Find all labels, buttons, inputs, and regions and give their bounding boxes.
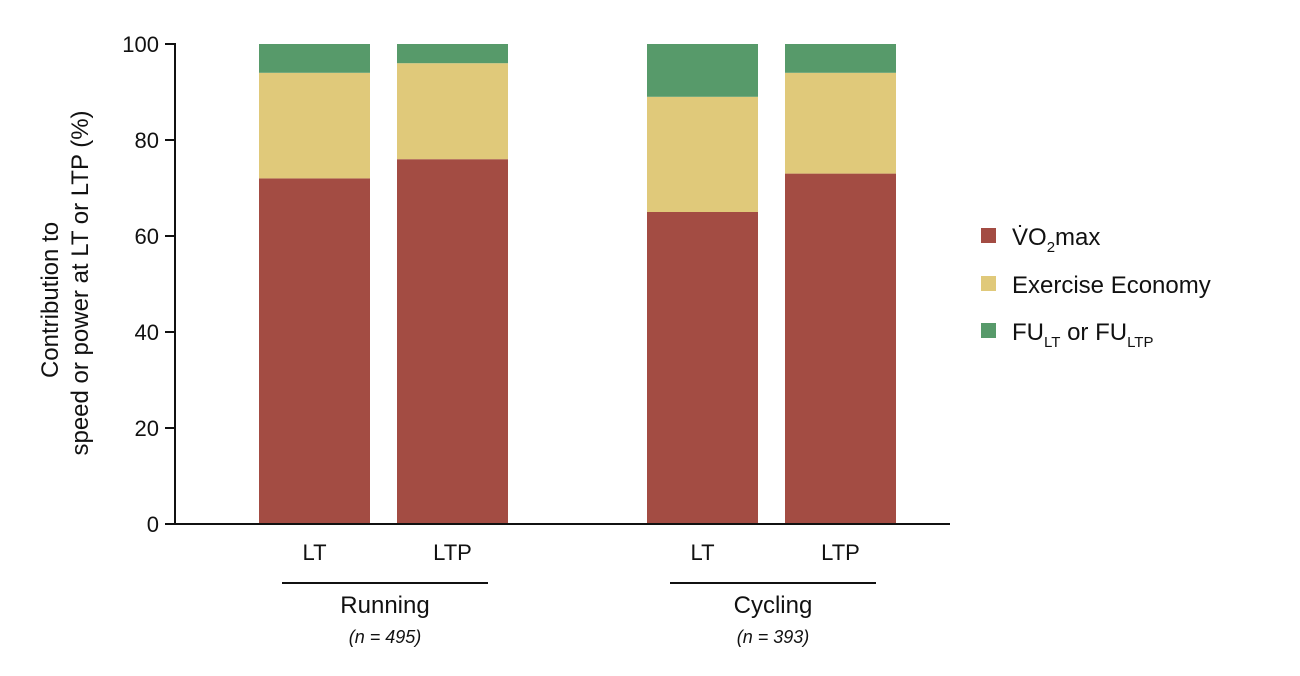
y-tick-label: 20 <box>135 416 159 441</box>
legend-label: FULT or FULTP <box>1012 319 1153 351</box>
bar-segment-2 <box>259 72 370 179</box>
y-axis-label-line-1: Contribution to <box>37 222 64 378</box>
bar-segment-1 <box>785 173 896 524</box>
bar-segment-3 <box>647 44 758 97</box>
bar-segment-3 <box>397 44 508 64</box>
y-tick-label: 40 <box>135 320 159 345</box>
legend-label: V̇O2max <box>1012 223 1100 256</box>
y-axis-label-line-2: speed or power at LT or LTP (%) <box>67 110 94 455</box>
bars <box>259 44 896 524</box>
x-category-label: LT <box>690 540 714 565</box>
bar-segment-3 <box>259 44 370 73</box>
legend-swatch <box>981 323 996 338</box>
group-label: Running <box>340 592 429 619</box>
group-sample-size: (n = 495) <box>349 627 422 647</box>
legend-swatch <box>981 228 996 243</box>
y-tick-label: 0 <box>147 512 159 537</box>
legend: V̇O2max Exercise Economy FULT or FULTP <box>981 223 1211 351</box>
legend-label: Exercise Economy <box>1012 272 1211 299</box>
y-tick-label: 100 <box>122 32 159 57</box>
x-category-label: LTP <box>433 540 472 565</box>
bar-segment-3 <box>785 44 896 73</box>
bar-segment-2 <box>647 96 758 212</box>
x-category-label: LT <box>302 540 326 565</box>
x-category-label: LTP <box>821 540 860 565</box>
group-sample-size: (n = 393) <box>737 627 810 647</box>
y-tick-label: 80 <box>135 128 159 153</box>
group-label: Cycling <box>734 592 813 619</box>
bar-segment-2 <box>397 63 508 160</box>
y-axis: 0 20 40 60 80 100 <box>122 32 176 537</box>
bar-segment-1 <box>397 159 508 524</box>
bar-segment-2 <box>785 72 896 174</box>
bar-segment-1 <box>647 212 758 524</box>
y-tick-label: 60 <box>135 224 159 249</box>
x-axis: LT LTP LT LTP Running (n = 495) Cycling (n = 39… <box>175 523 950 647</box>
bar-segment-1 <box>259 178 370 524</box>
legend-swatch <box>981 276 996 291</box>
